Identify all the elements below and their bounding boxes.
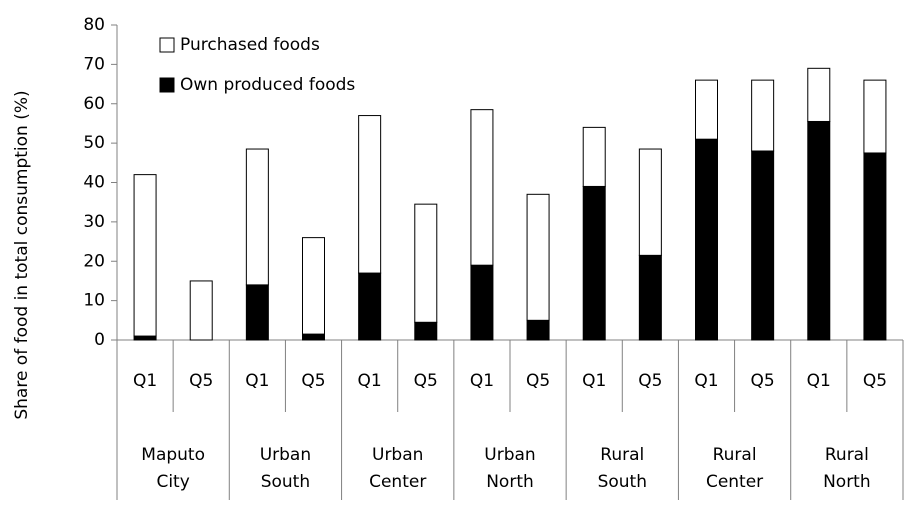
x-tick-label: Q1	[582, 371, 606, 391]
y-tick-label: 70	[83, 54, 105, 74]
legend-swatch	[159, 77, 175, 93]
x-tick-label: Q1	[358, 371, 382, 391]
bar-segment	[245, 284, 269, 341]
group-label: South	[598, 472, 647, 492]
bar-segment	[638, 254, 662, 341]
group-label: Center	[369, 472, 426, 492]
x-tick-label: Q5	[526, 371, 550, 391]
y-tick-label: 20	[83, 251, 105, 271]
bar-segment	[863, 152, 887, 341]
bar-segment	[751, 79, 775, 152]
group-label: North	[486, 472, 534, 492]
group-label: City	[156, 472, 189, 492]
bar-segment	[695, 138, 718, 341]
legend-label: Own produced foods	[180, 75, 355, 95]
x-tick-label: Q1	[807, 371, 831, 391]
x-tick-label: Q1	[245, 371, 269, 391]
bar-segment	[133, 174, 157, 337]
bar-segment	[414, 203, 438, 323]
group-label: Center	[706, 472, 763, 492]
y-axis-title: Share of food in total consumption (%)	[12, 90, 32, 419]
bar-segment	[245, 148, 269, 286]
y-tick-label: 40	[83, 173, 105, 193]
y-tick-label: 0	[94, 330, 105, 350]
y-tick-label: 30	[83, 212, 105, 232]
bar-segment	[414, 321, 438, 341]
group-label: Urban	[372, 445, 423, 465]
bar-segment	[751, 150, 775, 341]
bar-segment	[526, 319, 550, 341]
bar-segment	[695, 79, 718, 140]
y-tick-label: 80	[83, 15, 105, 35]
bar-segment	[638, 148, 662, 256]
group-label: South	[261, 472, 310, 492]
bar-segment	[470, 109, 494, 266]
x-tick-label: Q5	[301, 371, 325, 391]
legend-swatch	[159, 37, 175, 53]
x-tick-label: Q5	[751, 371, 775, 391]
bar-segment	[470, 264, 494, 341]
x-tick-label: Q5	[414, 371, 438, 391]
group-label: Maputo	[141, 445, 205, 465]
bar-segment	[358, 115, 382, 274]
group-label: Rural	[600, 445, 644, 465]
x-tick-label: Q1	[470, 371, 494, 391]
y-tick-label: 60	[83, 94, 105, 114]
legend-label: Purchased foods	[180, 35, 320, 55]
bar-segment	[302, 237, 325, 335]
bar-segment	[133, 335, 157, 341]
group-label: Urban	[484, 445, 535, 465]
bar-segment	[189, 280, 213, 341]
group-label: Urban	[260, 445, 311, 465]
x-tick-label: Q1	[133, 371, 157, 391]
bar-segment	[358, 272, 382, 341]
bar-segment	[526, 193, 550, 321]
x-tick-label: Q5	[638, 371, 662, 391]
bar-segment	[807, 120, 831, 341]
x-tick-label: Q5	[189, 371, 213, 391]
group-label: Rural	[825, 445, 869, 465]
bar-segment	[302, 333, 325, 341]
bar-segment	[863, 79, 887, 154]
bar-segment	[582, 126, 606, 187]
x-tick-label: Q5	[863, 371, 887, 391]
group-label: Rural	[713, 445, 757, 465]
x-tick-label: Q1	[694, 371, 718, 391]
bar-segment	[807, 67, 831, 122]
y-tick-label: 50	[83, 133, 105, 153]
bar-segment	[582, 185, 606, 341]
y-tick-label: 10	[83, 291, 105, 311]
group-label: North	[823, 472, 871, 492]
